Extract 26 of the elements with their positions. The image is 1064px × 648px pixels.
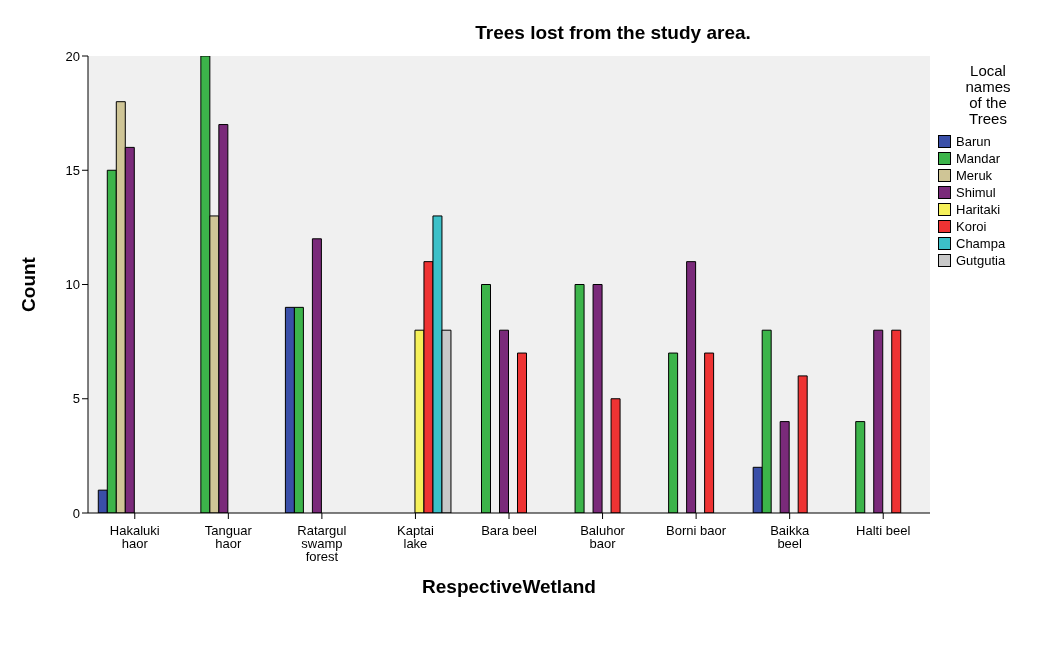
x-tick-label: Halti beel	[856, 523, 911, 538]
legend-label: Haritaki	[956, 202, 1001, 217]
y-tick-label: 20	[65, 48, 80, 64]
legend-title: Local names of the Trees	[964, 62, 1012, 127]
x-tick-label: Baluhor baor	[580, 523, 626, 551]
x-axis-title: RespectiveWetland	[422, 576, 596, 597]
legend-label: Mandar	[956, 151, 1001, 166]
x-tick-label: Kaptai lake	[397, 523, 434, 551]
legend-label: Gutgutia	[956, 253, 1006, 268]
x-tick-label: Baikka beel	[770, 523, 810, 551]
x-tick-label: Hakaluki haor	[109, 523, 160, 551]
x-tick-label: Ratargul swamp forest	[297, 523, 347, 564]
x-tick-label: Tanguar haor	[204, 523, 253, 551]
legend-label: Champa	[956, 236, 1006, 251]
y-tick-label: 5	[72, 391, 80, 407]
y-tick-label: 15	[65, 162, 80, 178]
legend-label: Koroi	[956, 219, 987, 234]
legend-label: Meruk	[956, 168, 993, 183]
chart-title: Trees lost from the study area.	[474, 22, 752, 44]
x-tick-label: Bara beel	[481, 523, 537, 538]
y-tick-label: 10	[65, 277, 80, 293]
y-axis-title: Count	[17, 256, 39, 312]
legend-label: Shimul	[956, 185, 996, 200]
x-tick-label: Borni baor	[666, 523, 727, 538]
y-tick-label: 0	[72, 505, 80, 521]
legend-label: Barun	[956, 134, 991, 149]
